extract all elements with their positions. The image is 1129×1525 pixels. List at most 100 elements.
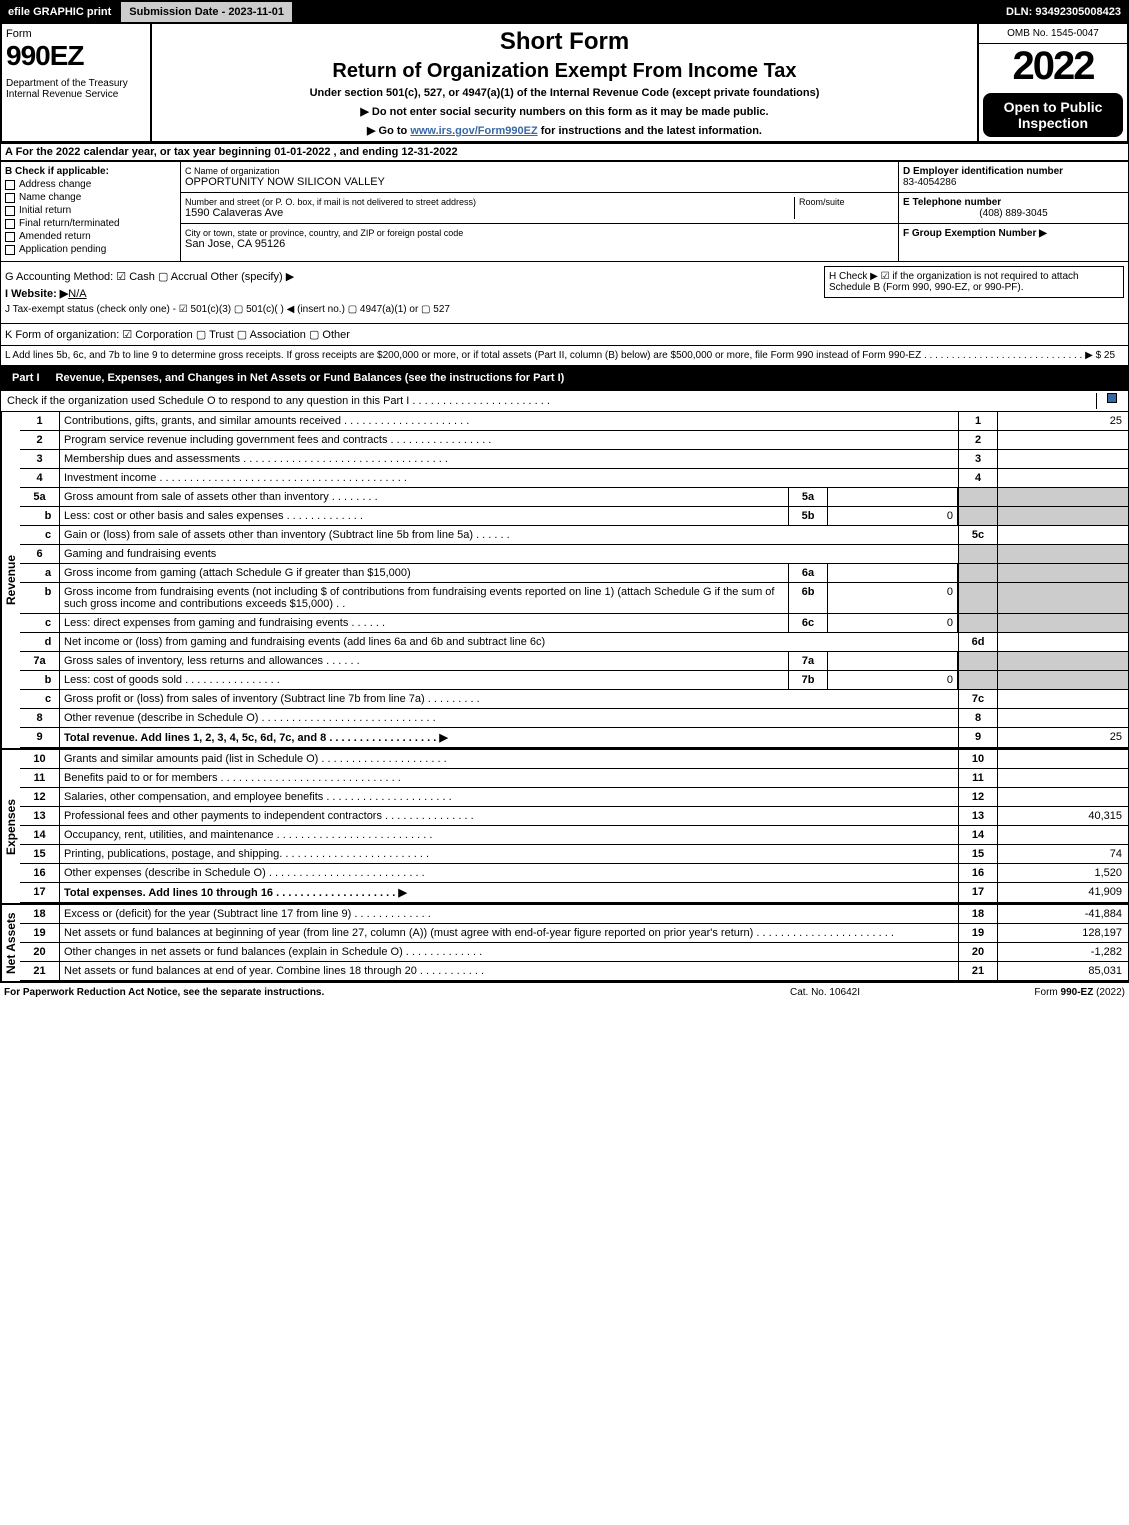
row-description: Other revenue (describe in Schedule O) .… (60, 709, 958, 727)
mid-line-number: 7b (788, 671, 828, 689)
right-line-number: 21 (958, 962, 998, 980)
table-row: 16Other expenses (describe in Schedule O… (20, 864, 1128, 883)
row-number: b (20, 671, 60, 689)
row-number: 9 (20, 728, 60, 747)
efile-label: efile GRAPHIC print (0, 6, 119, 18)
row-number: 13 (20, 807, 60, 825)
schedule-o-checkbox[interactable] (1096, 393, 1126, 409)
mid-line-number: 6c (788, 614, 828, 632)
right-line-number: 15 (958, 845, 998, 863)
mid-line-number: 6a (788, 564, 828, 582)
right-line-number (958, 507, 998, 525)
row-number: b (20, 583, 60, 613)
omb-number: OMB No. 1545-0047 (979, 24, 1127, 44)
city-state-zip: San Jose, CA 95126 (185, 238, 894, 250)
right-value (998, 431, 1128, 449)
right-line-number: 1 (958, 412, 998, 430)
right-line-number: 3 (958, 450, 998, 468)
right-value (998, 583, 1128, 613)
schedule-o-check: Check if the organization used Schedule … (0, 390, 1129, 412)
row-description: Less: cost or other basis and sales expe… (60, 507, 788, 525)
revenue-vertical-label: Revenue (1, 412, 20, 748)
mid-value (828, 564, 958, 582)
row-description: Net assets or fund balances at beginning… (60, 924, 958, 942)
under-section: Under section 501(c), 527, or 4947(a)(1)… (156, 87, 973, 99)
row-number: 2 (20, 431, 60, 449)
chk-final-return[interactable]: Final return/terminated (5, 218, 176, 229)
chk-initial-return[interactable]: Initial return (5, 205, 176, 216)
irs-link[interactable]: www.irs.gov/Form990EZ (410, 125, 537, 137)
row-description: Salaries, other compensation, and employ… (60, 788, 958, 806)
right-value (998, 633, 1128, 651)
section-h-box: H Check ▶ ☑ if the organization is not r… (824, 266, 1124, 298)
table-row: aGross income from gaming (attach Schedu… (20, 564, 1128, 583)
chk-application-pending[interactable]: Application pending (5, 244, 176, 255)
right-line-number (958, 652, 998, 670)
right-line-number: 6d (958, 633, 998, 651)
tel-value: (408) 889-3045 (903, 208, 1124, 219)
right-value: 25 (998, 728, 1128, 747)
row-number: 21 (20, 962, 60, 980)
mid-value (828, 652, 958, 670)
mid-value: 0 (828, 614, 958, 632)
mid-value (828, 488, 958, 506)
section-l: L Add lines 5b, 6c, and 7b to line 9 to … (0, 346, 1129, 366)
ein-value: 83-4054286 (903, 177, 1124, 188)
chk-amended-return[interactable]: Amended return (5, 231, 176, 242)
table-row: 20Other changes in net assets or fund ba… (20, 943, 1128, 962)
address-box: Number and street (or P. O. box, if mail… (181, 193, 898, 224)
row-description: Occupancy, rent, utilities, and maintena… (60, 826, 958, 844)
right-value (998, 769, 1128, 787)
row-description: Other expenses (describe in Schedule O) … (60, 864, 958, 882)
row-number: 11 (20, 769, 60, 787)
right-line-number: 11 (958, 769, 998, 787)
row-description: Less: direct expenses from gaming and fu… (60, 614, 788, 632)
row-description: Gross income from gaming (attach Schedul… (60, 564, 788, 582)
netassets-vertical-label: Net Assets (1, 905, 20, 981)
netassets-rows: 18Excess or (deficit) for the year (Subt… (20, 905, 1128, 981)
right-line-number: 4 (958, 469, 998, 487)
chk-name-change[interactable]: Name change (5, 192, 176, 203)
chk-address-change[interactable]: Address change (5, 179, 176, 190)
header-mid: Short Form Return of Organization Exempt… (152, 24, 977, 141)
room-suite: Room/suite (794, 197, 894, 219)
mid-line-number: 5b (788, 507, 828, 525)
col-b-header: B Check if applicable: (5, 166, 176, 177)
org-name-box: C Name of organization OPPORTUNITY NOW S… (181, 162, 898, 193)
row-description: Contributions, gifts, grants, and simila… (60, 412, 958, 430)
row-number: 20 (20, 943, 60, 961)
row-number: 8 (20, 709, 60, 727)
return-title: Return of Organization Exempt From Incom… (156, 60, 973, 83)
right-value (998, 788, 1128, 806)
row-description: Printing, publications, postage, and shi… (60, 845, 958, 863)
row-number: 7a (20, 652, 60, 670)
row-number: 14 (20, 826, 60, 844)
section-k: K Form of organization: ☑ Corporation ▢ … (0, 324, 1129, 346)
column-d: D Employer identification number 83-4054… (898, 162, 1128, 261)
right-line-number (958, 488, 998, 506)
mid-value: 0 (828, 507, 958, 525)
revenue-section: Revenue 1Contributions, gifts, grants, a… (0, 412, 1129, 748)
table-row: bLess: cost or other basis and sales exp… (20, 507, 1128, 526)
part-1-title: Revenue, Expenses, and Changes in Net As… (56, 372, 565, 384)
right-value (998, 826, 1128, 844)
row-description: Gaming and fundraising events (60, 545, 958, 563)
table-row: cGross profit or (loss) from sales of in… (20, 690, 1128, 709)
table-row: 12Salaries, other compensation, and empl… (20, 788, 1128, 807)
row-number: 10 (20, 750, 60, 768)
schedule-o-text: Check if the organization used Schedule … (3, 393, 1096, 409)
right-line-number (958, 564, 998, 582)
row-number: 19 (20, 924, 60, 942)
revenue-rows: 1Contributions, gifts, grants, and simil… (20, 412, 1128, 748)
org-name: OPPORTUNITY NOW SILICON VALLEY (185, 176, 894, 188)
ein-label: D Employer identification number (903, 166, 1124, 177)
footer-left: For Paperwork Reduction Act Notice, see … (4, 987, 725, 998)
column-c: C Name of organization OPPORTUNITY NOW S… (181, 162, 898, 261)
right-value (998, 614, 1128, 632)
footer-right: Form 990-EZ (2022) (925, 987, 1125, 998)
right-value (998, 671, 1128, 689)
right-line-number: 14 (958, 826, 998, 844)
right-line-number: 9 (958, 728, 998, 747)
right-value: 41,909 (998, 883, 1128, 902)
row-number: 15 (20, 845, 60, 863)
